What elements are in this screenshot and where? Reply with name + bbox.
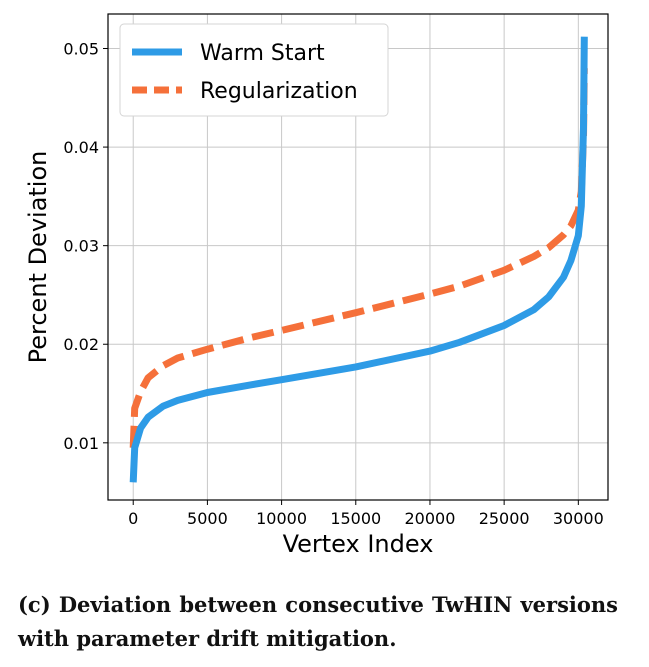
plot-area	[107, 13, 609, 501]
y-tick-label: 0.03	[63, 237, 99, 256]
x-axis-ticks: 0 5000 10000 15000 20000 25000 30000	[128, 500, 604, 528]
figure-caption: (c) Deviation between consecutive TwHIN …	[18, 592, 618, 651]
y-tick-label: 0.05	[63, 40, 99, 59]
x-tick-label: 15000	[330, 509, 381, 528]
x-tick-label: 20000	[405, 509, 456, 528]
y-axis-ticks: 0.01 0.02 0.03 0.04 0.05	[63, 40, 108, 453]
y-tick-label: 0.01	[63, 434, 99, 453]
series-line-regularization	[129, 68, 588, 448]
legend-label-regularization: Regularization	[200, 79, 358, 104]
y-tick-label: 0.04	[63, 138, 99, 157]
y-tick-label: 0.02	[63, 335, 99, 354]
deviation-line-chart: 0 5000 10000 15000 20000 25000 30000 0.010.020…	[24, 13, 609, 558]
series-line-warm-start	[129, 36, 588, 483]
series-lines	[129, 36, 588, 483]
x-tick-label: 5000	[187, 509, 228, 528]
legend: Warm Start Regularization	[119, 23, 389, 117]
legend-label-warm-start: Warm Start	[200, 41, 325, 66]
x-tick-label: 10000	[256, 509, 307, 528]
x-tick-label: 30000	[553, 509, 604, 528]
x-tick-label: 25000	[479, 509, 530, 528]
x-axis-label: Vertex Index	[283, 530, 434, 558]
legend-box	[119, 23, 389, 117]
x-tick-label: 0	[128, 509, 138, 528]
y-axis-label: Percent Deviation	[24, 151, 52, 364]
